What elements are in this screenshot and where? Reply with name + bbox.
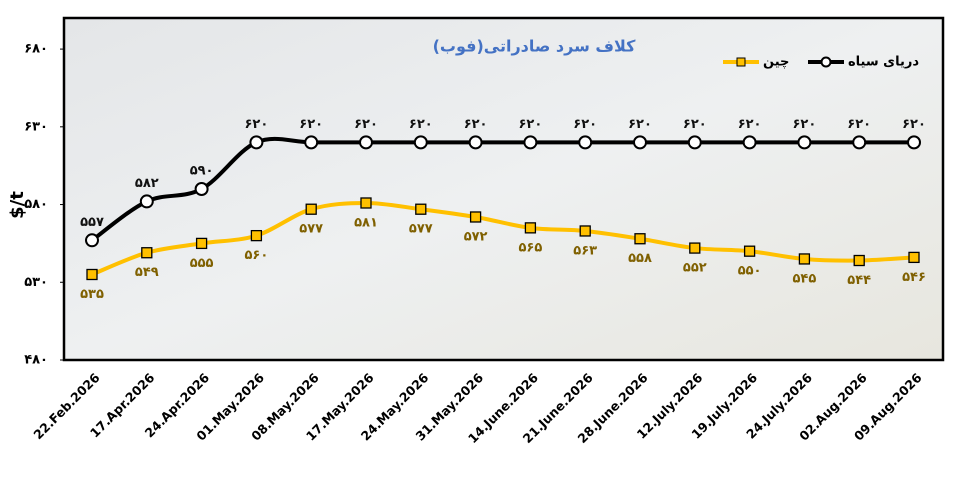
data-label: ۵۴۶	[902, 270, 926, 285]
data-label: ۶۲۰	[902, 117, 926, 132]
point-marker	[195, 237, 208, 250]
data-label: ۵۸۲	[135, 176, 159, 191]
data-label: ۵۷۲	[464, 229, 488, 244]
data-label: ۶۲۰	[464, 117, 488, 132]
point-marker	[687, 135, 702, 150]
point-marker	[469, 211, 482, 223]
chart-title: کلاف سرد صادراتی(فوب)	[433, 37, 637, 56]
y-tick-label: ۶۳۰	[24, 119, 48, 134]
point-marker	[249, 135, 264, 150]
data-label: ۶۲۰	[354, 117, 378, 132]
y-tick-label: ۴۸۰	[24, 353, 48, 368]
series-line	[91, 200, 915, 277]
point-marker	[468, 135, 483, 150]
point-marker	[415, 203, 427, 215]
y-tick-label: ۵۳۰	[24, 275, 48, 290]
point-marker	[524, 222, 537, 234]
point-marker	[852, 135, 867, 150]
point-marker	[141, 247, 153, 259]
data-label: ۵۶۳	[573, 243, 597, 258]
data-label: ۵۵۸	[628, 251, 652, 266]
y-tick-label: ۵۸۰	[24, 197, 48, 212]
point-marker	[689, 242, 701, 254]
data-label: ۵۵۷	[80, 215, 104, 230]
point-marker	[304, 135, 319, 150]
data-label: ۵۵۰	[738, 264, 762, 279]
data-label: ۶۲۰	[573, 117, 597, 132]
point-marker	[360, 197, 372, 209]
data-label: ۵۶۵	[518, 240, 542, 255]
legend-label: چین	[763, 55, 789, 70]
data-label: ۵۸۱	[354, 215, 378, 230]
point-marker	[742, 135, 757, 150]
data-label: ۶۲۰	[518, 117, 542, 132]
data-label: ۵۹۰	[190, 164, 214, 179]
data-label: ۶۲۰	[683, 117, 707, 132]
point-marker	[578, 135, 593, 150]
point-marker	[797, 135, 812, 150]
data-label: ۶۲۰	[792, 117, 816, 132]
point-marker	[523, 135, 538, 150]
point-marker	[250, 229, 263, 242]
data-label: ۵۵۲	[683, 261, 707, 276]
point-marker	[798, 253, 811, 265]
point-marker	[85, 233, 99, 248]
data-label: ۵۴۵	[792, 271, 816, 286]
data-label: ۵۷۷	[299, 222, 323, 237]
point-marker	[634, 233, 646, 245]
point-marker	[86, 268, 98, 281]
point-marker	[907, 135, 921, 150]
legend-marker	[736, 57, 746, 67]
data-label: ۶۲۰	[628, 117, 652, 132]
data-label: ۵۳۵	[80, 287, 104, 302]
data-label: ۵۴۴	[847, 273, 871, 288]
point-marker	[908, 251, 920, 264]
legend-label: دریای سیاه	[848, 55, 919, 70]
data-label: ۵۷۷	[409, 222, 433, 237]
point-marker	[194, 182, 209, 196]
data-label: ۶۲۰	[299, 117, 323, 132]
data-label: ۶۲۰	[409, 117, 433, 132]
data-label: ۵۴۹	[135, 265, 159, 280]
point-marker	[359, 135, 373, 150]
y-tick-label: ۶۸۰	[24, 42, 48, 57]
data-label: ۶۲۰	[738, 117, 762, 132]
point-marker	[853, 254, 865, 267]
plot-frame	[62, 16, 945, 362]
data-label: ۶۲۰	[847, 117, 871, 132]
data-label: ۶۲۰	[244, 117, 268, 132]
point-marker	[305, 203, 317, 215]
legend-marker	[820, 56, 832, 68]
data-label: ۵۵۵	[190, 256, 214, 271]
plot-background	[64, 18, 943, 360]
point-marker	[633, 135, 647, 150]
point-marker	[139, 194, 154, 209]
point-marker	[413, 135, 428, 150]
y-axis-label: $/t	[7, 191, 28, 219]
point-marker	[743, 245, 756, 257]
point-marker	[579, 225, 591, 237]
series-line	[90, 136, 914, 242]
data-label: ۵۶۰	[244, 248, 268, 263]
